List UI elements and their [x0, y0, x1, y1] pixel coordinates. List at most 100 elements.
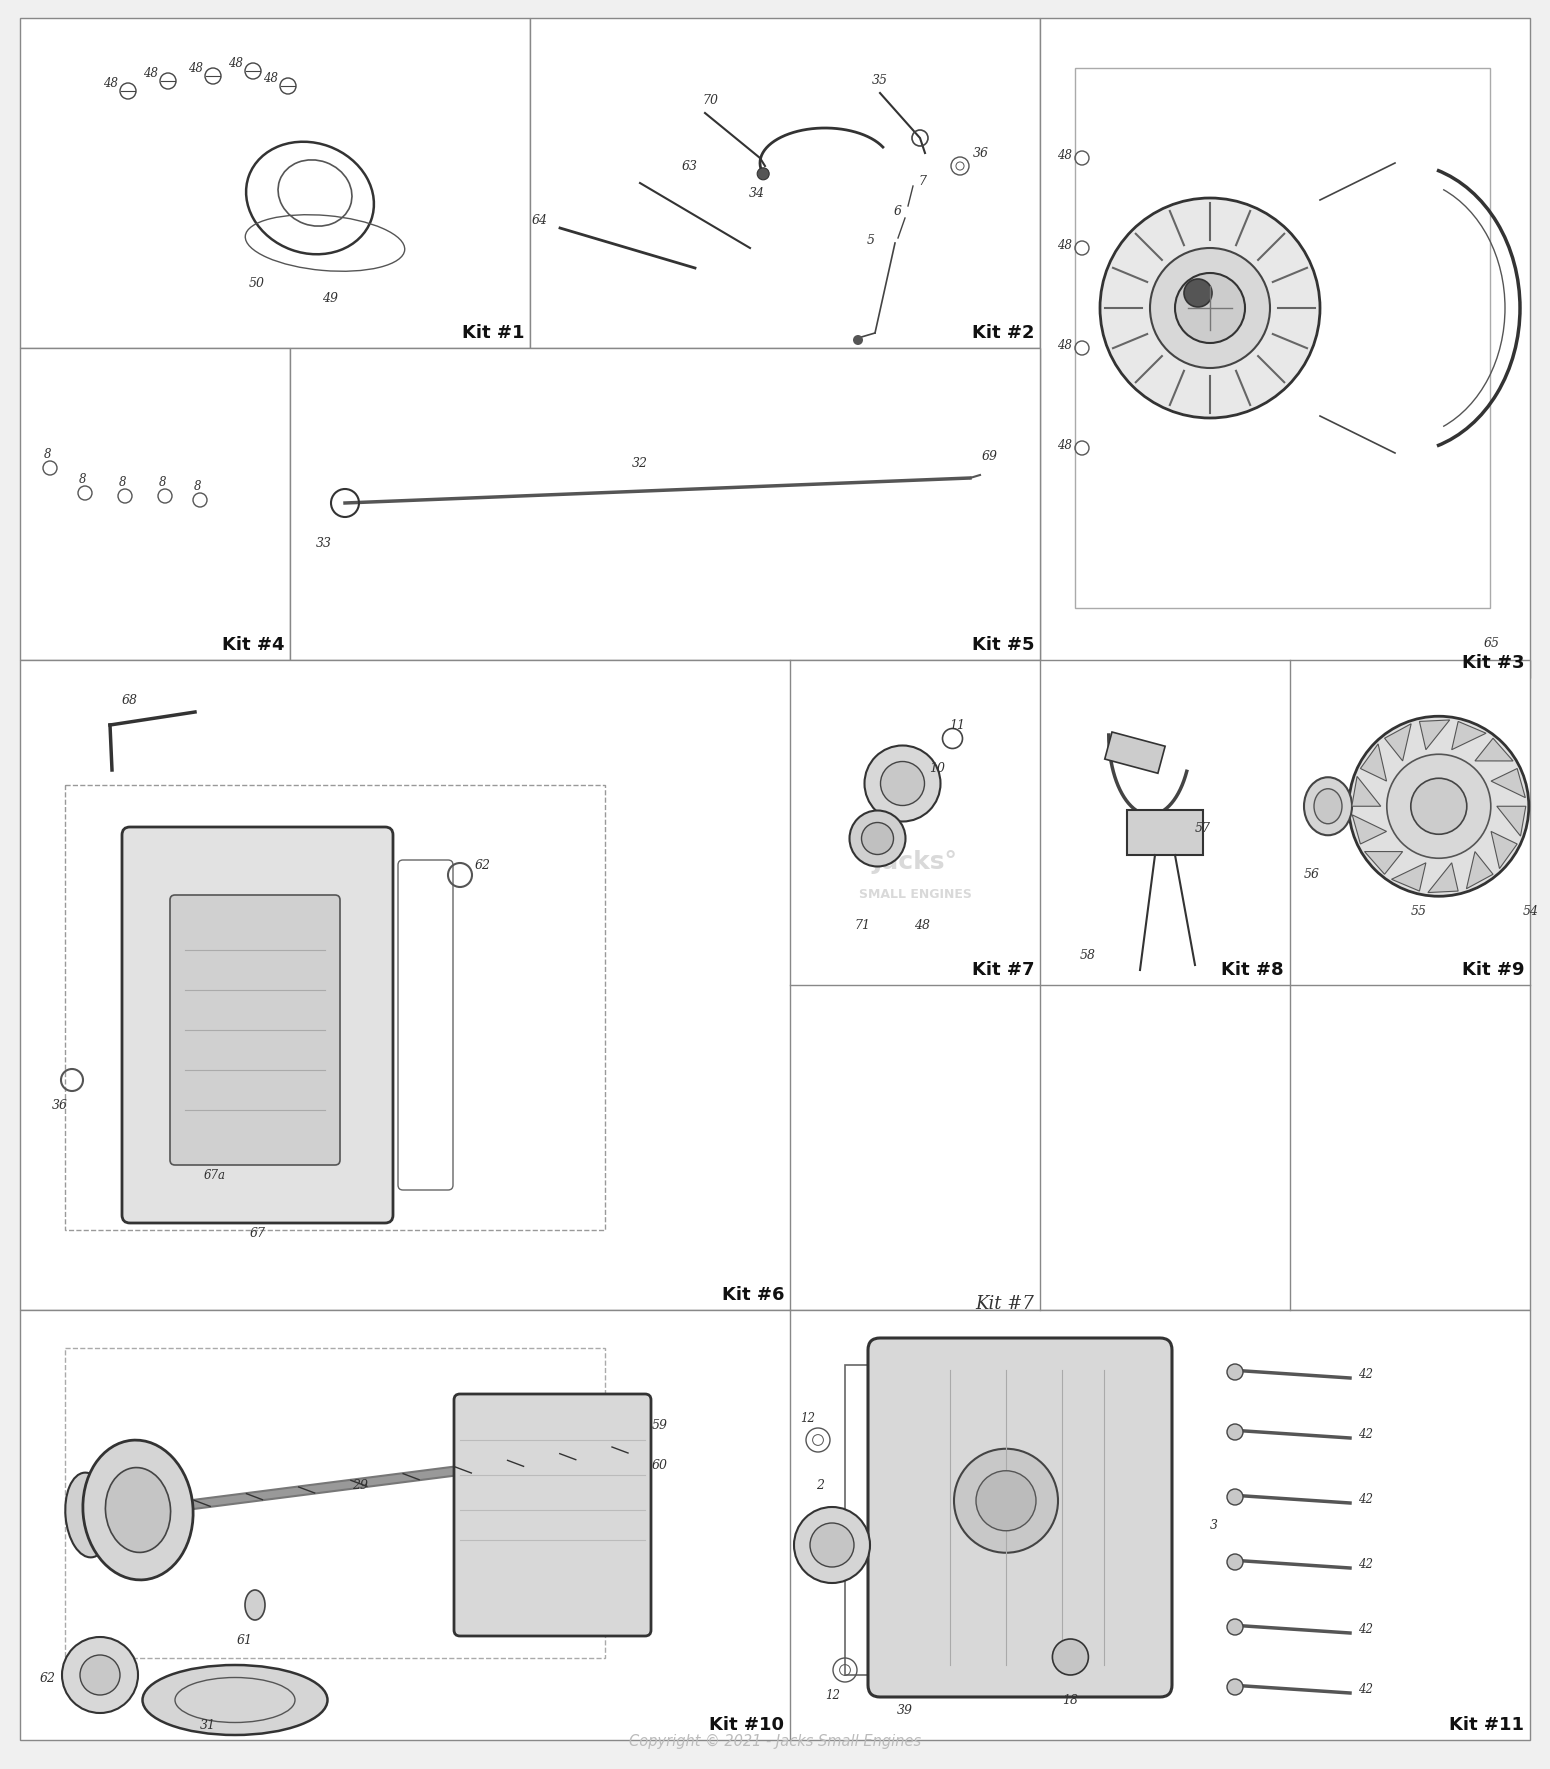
Text: 62: 62	[40, 1672, 56, 1684]
Text: 54: 54	[1522, 904, 1539, 918]
Text: 71: 71	[854, 918, 871, 932]
Polygon shape	[1384, 724, 1410, 761]
Text: 48: 48	[1057, 338, 1073, 352]
Text: Kit #3: Kit #3	[1462, 655, 1524, 672]
Text: 8: 8	[79, 472, 87, 485]
Circle shape	[849, 810, 905, 867]
Text: 48: 48	[1057, 439, 1073, 451]
Circle shape	[862, 823, 893, 854]
Circle shape	[1410, 778, 1466, 835]
Polygon shape	[1491, 831, 1517, 869]
Text: 36: 36	[973, 147, 989, 159]
Text: Kit #6: Kit #6	[721, 1286, 784, 1304]
Circle shape	[1052, 1640, 1088, 1675]
Text: 48: 48	[914, 918, 930, 932]
Circle shape	[1387, 754, 1491, 858]
Text: 8: 8	[45, 448, 51, 460]
Ellipse shape	[82, 1440, 194, 1580]
FancyBboxPatch shape	[868, 1337, 1172, 1696]
Text: 48: 48	[188, 62, 203, 74]
Text: 50: 50	[250, 276, 265, 290]
Circle shape	[1150, 248, 1269, 368]
Ellipse shape	[245, 1590, 265, 1620]
Text: Kit #11: Kit #11	[1449, 1716, 1524, 1734]
Circle shape	[880, 761, 924, 805]
Bar	[1040, 18, 1530, 678]
Circle shape	[62, 1636, 138, 1712]
Circle shape	[953, 1449, 1059, 1553]
Polygon shape	[1364, 851, 1403, 874]
Text: 36: 36	[53, 1099, 68, 1111]
Text: 8: 8	[119, 476, 127, 488]
Text: 12: 12	[826, 1688, 840, 1702]
Polygon shape	[1497, 807, 1525, 837]
Text: 49: 49	[322, 292, 338, 304]
Circle shape	[794, 1507, 870, 1583]
Polygon shape	[1452, 722, 1486, 750]
Text: 8: 8	[194, 479, 202, 492]
Circle shape	[758, 168, 769, 180]
Text: 42: 42	[1358, 1557, 1373, 1571]
Text: 33: 33	[316, 536, 332, 550]
Circle shape	[853, 334, 863, 345]
Text: 48: 48	[102, 76, 118, 90]
Text: 3: 3	[1211, 1518, 1218, 1532]
Text: SMALL ENGINES: SMALL ENGINES	[859, 888, 972, 900]
Bar	[20, 660, 1530, 1311]
Circle shape	[865, 745, 941, 821]
Text: 48: 48	[143, 67, 158, 80]
Ellipse shape	[65, 1472, 110, 1557]
Bar	[20, 1311, 1530, 1741]
Ellipse shape	[1304, 777, 1352, 835]
Bar	[20, 18, 530, 348]
Polygon shape	[1428, 863, 1459, 893]
Circle shape	[1228, 1553, 1243, 1571]
Circle shape	[1228, 1619, 1243, 1635]
Text: 42: 42	[1358, 1428, 1373, 1440]
Circle shape	[1228, 1679, 1243, 1695]
Bar	[845, 1366, 1139, 1675]
Text: 12: 12	[800, 1412, 815, 1424]
Text: 42: 42	[1358, 1367, 1373, 1380]
Text: 39: 39	[897, 1704, 913, 1716]
Bar	[65, 1348, 605, 1658]
Text: Kit #7: Kit #7	[972, 961, 1034, 978]
FancyBboxPatch shape	[122, 826, 394, 1222]
Text: 48: 48	[228, 57, 243, 69]
Text: 31: 31	[200, 1718, 215, 1732]
Polygon shape	[1466, 851, 1493, 888]
Text: 18: 18	[1062, 1693, 1079, 1707]
Text: 62: 62	[474, 858, 491, 872]
Text: 68: 68	[122, 693, 138, 706]
Text: 63: 63	[682, 159, 698, 173]
Text: 35: 35	[873, 74, 888, 87]
Text: 67a: 67a	[205, 1169, 226, 1182]
Text: 32: 32	[632, 456, 648, 469]
Text: 69: 69	[983, 449, 998, 462]
Polygon shape	[1352, 816, 1387, 844]
Text: Kit #7: Kit #7	[975, 1295, 1034, 1313]
Text: 42: 42	[1358, 1682, 1373, 1695]
Text: Kit #9: Kit #9	[1462, 961, 1524, 978]
Text: Kit #5: Kit #5	[972, 637, 1034, 655]
Circle shape	[1175, 272, 1245, 343]
Text: 48: 48	[264, 71, 277, 85]
Circle shape	[1228, 1489, 1243, 1505]
Text: 60: 60	[653, 1458, 668, 1472]
Text: 59: 59	[653, 1419, 668, 1431]
Text: Kit #2: Kit #2	[972, 324, 1034, 341]
Text: 61: 61	[237, 1633, 253, 1647]
Polygon shape	[1352, 777, 1381, 807]
Text: 7: 7	[918, 175, 925, 188]
Text: 57: 57	[1195, 821, 1211, 835]
Circle shape	[1184, 280, 1212, 308]
Text: 48: 48	[1057, 149, 1073, 161]
Text: Jacks°: Jacks°	[873, 849, 958, 874]
Circle shape	[1228, 1424, 1243, 1440]
Bar	[20, 348, 290, 660]
Text: 42: 42	[1358, 1493, 1373, 1505]
Ellipse shape	[143, 1665, 327, 1735]
Text: 10: 10	[930, 762, 946, 775]
Text: Kit #10: Kit #10	[708, 1716, 784, 1734]
Circle shape	[1100, 198, 1321, 417]
